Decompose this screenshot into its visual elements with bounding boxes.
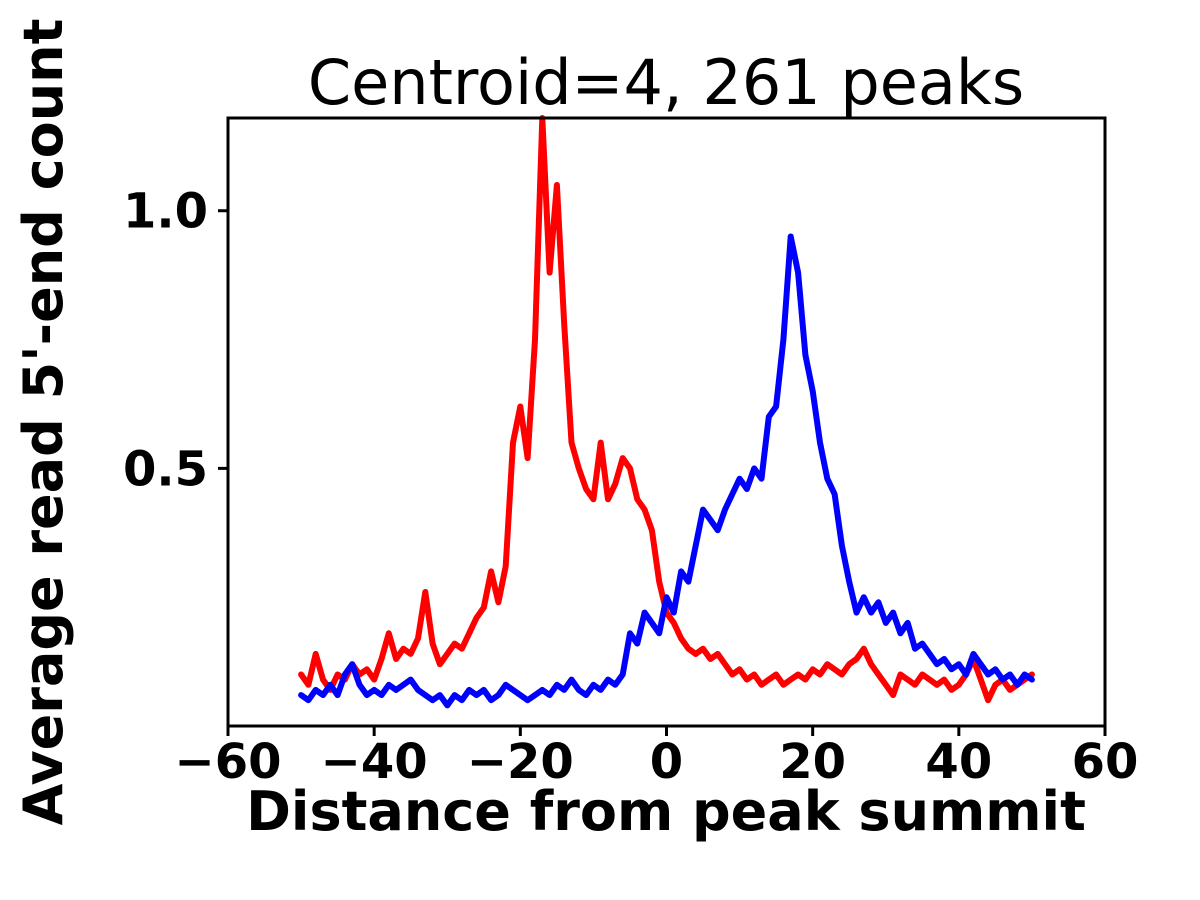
plot-border: [226, 116, 1107, 728]
x-tick-label: −20: [467, 734, 574, 790]
x-tick-label: 40: [925, 734, 992, 790]
x-tick-label: 0: [650, 734, 683, 790]
series-lines: [298, 115, 1035, 709]
y-tick-label: 1.0: [123, 184, 208, 240]
y-tick-labels: 0.5 1.0: [123, 184, 208, 498]
chart-title: Centroid=4, 261 peaks: [308, 46, 1024, 119]
y-axis-label: Average read 5'-end count: [12, 19, 75, 826]
x-tick-labels: −60 −40 −20 0 20 40 60: [174, 734, 1138, 790]
x-ticks: [226, 726, 1107, 736]
x-axis-label: Distance from peak summit: [246, 780, 1086, 843]
series-line-blue: [298, 233, 1035, 709]
x-tick-label: −40: [321, 734, 428, 790]
x-tick-label: 60: [1072, 734, 1139, 790]
y-tick-label: 0.5: [123, 441, 208, 497]
x-tick-label: 20: [779, 734, 846, 790]
y-ticks: [218, 209, 228, 470]
x-tick-label: −60: [174, 734, 281, 790]
series-line-red: [298, 115, 1035, 704]
